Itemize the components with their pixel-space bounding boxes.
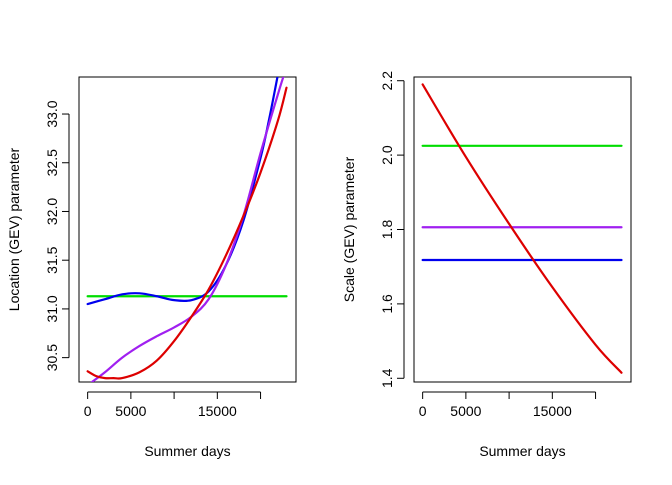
location-series-line-1 [86, 77, 279, 306]
location-series-line-3 [86, 86, 288, 380]
scale-series-line-3 [421, 83, 623, 374]
location-y-tick-label: 30.5 [44, 344, 60, 371]
scale-x-tick-label: 15000 [533, 403, 572, 419]
scale-y-tick-label: 2.0 [379, 145, 395, 165]
scale-x-tick-label: 5000 [450, 403, 481, 419]
location-y-tick-label: 33.0 [44, 100, 60, 127]
scale-x-tick-label: 0 [419, 403, 427, 419]
location-x-tick-label: 15000 [198, 403, 237, 419]
location-series-group [86, 77, 288, 382]
location-series-line-2 [90, 77, 285, 382]
scale-series-group [421, 83, 623, 374]
scale-y-tick-label: 1.4 [379, 368, 395, 388]
scale-plot-frame [413, 76, 632, 383]
scale-y-tick-label: 1.6 [379, 294, 395, 314]
scale-panel: 0 5000 15000 1.4 1.6 1.8 2.0 2.2 Summer days Scal… [341, 71, 632, 459]
location-panel: 0 5000 15000 30.5 31.0 31.5 32.0 32.5 33.0 Summer… [6, 76, 297, 459]
location-x-tick-label: 5000 [115, 403, 146, 419]
location-x-tick-label: 0 [84, 403, 92, 419]
location-x-axis-title: Summer days [144, 443, 230, 459]
location-y-tick-label: 32.0 [44, 198, 60, 225]
location-y-tick-label: 32.5 [44, 149, 60, 176]
location-y-tick-label: 31.5 [44, 246, 60, 273]
location-plot-frame [78, 76, 297, 383]
scale-y-tick-label: 1.8 [379, 220, 395, 240]
scale-y-tick-label: 2.2 [379, 71, 395, 91]
scale-y-axis-title: Scale (GEV) parameter [341, 156, 357, 302]
location-y-axis-title: Location (GEV) parameter [6, 147, 22, 311]
location-y-tick-label: 31.0 [44, 295, 60, 322]
scale-x-axis-title: Summer days [479, 443, 565, 459]
